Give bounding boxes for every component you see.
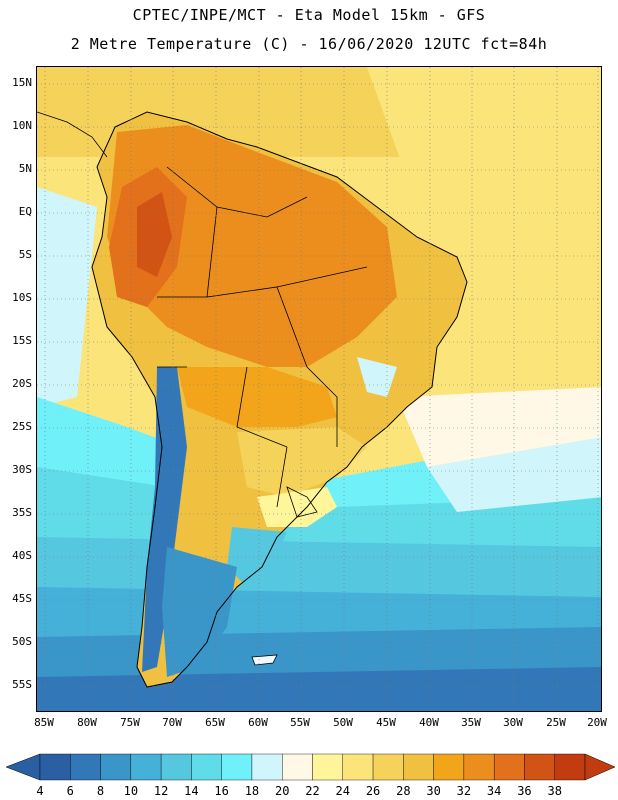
colorbar-tick-label: 26 (365, 784, 381, 798)
lon-label: 50W (333, 716, 353, 729)
colorbar-swatch (342, 753, 374, 781)
land-pampas (257, 487, 337, 527)
lat-label: 30S (12, 463, 32, 476)
colorbar-high-arrow (584, 753, 616, 781)
lon-label: 85W (34, 716, 54, 729)
land-hot-north (107, 125, 397, 367)
land-mild-south-brazil (237, 427, 367, 497)
colorbar-tick-label: 14 (184, 784, 199, 798)
lon-label: 65W (205, 716, 225, 729)
lat-label: 5N (18, 162, 32, 175)
land-andes-cold (142, 367, 187, 672)
lat-label: 10S (12, 291, 32, 304)
colorbar-tick-label: 4 (36, 784, 44, 798)
coastline (91, 111, 468, 688)
lon-label: 55W (290, 716, 310, 729)
uruguay-border (286, 486, 318, 518)
central-america-coast (37, 111, 108, 158)
colorbar-tick-label: 6 (66, 784, 74, 798)
colorbar-swatch (372, 753, 404, 781)
colorbar-tick-label: 38 (547, 784, 562, 798)
colorbar-tick-label: 22 (305, 784, 320, 798)
lat-label: 15S (12, 334, 32, 347)
lon-label: 70W (162, 716, 182, 729)
temperature-map (36, 66, 602, 712)
colorbar-swatch (251, 753, 283, 781)
lon-label: 75W (120, 716, 140, 729)
colorbar-swatch (70, 753, 101, 781)
colorbar-swatch (433, 753, 465, 781)
lon-label: 35W (461, 716, 481, 729)
lon-label: 45W (376, 716, 396, 729)
lat-label: 25S (12, 420, 32, 433)
lat-label: 35S (12, 506, 32, 519)
ocean-atlantic-band (367, 67, 601, 317)
colorbar-tick-label: 34 (486, 784, 502, 798)
lat-label: EQ (18, 205, 32, 218)
lat-label: 20S (12, 377, 32, 390)
colorbar-swatch (221, 753, 253, 781)
colorbar-tick-label: 30 (426, 784, 441, 798)
colorbar-swatch (39, 753, 71, 781)
colorbar-swatch (191, 753, 222, 781)
title-line-1: CPTEC/INPE/MCT - Eta Model 15km - GFS (132, 6, 486, 24)
colorbar-swatch (493, 753, 525, 781)
colorbar-tick-label: 18 (244, 784, 260, 798)
colorbar-tick-label: 28 (396, 784, 411, 798)
lon-label: 30W (503, 716, 523, 729)
falkland-islands (251, 654, 278, 666)
lon-label: 40W (419, 716, 439, 729)
colorbar (5, 753, 616, 781)
land-patagonia-south (162, 547, 237, 677)
lon-label: 20W (587, 716, 607, 729)
colorbar-tick-label: 16 (214, 784, 229, 798)
map-canvas (37, 67, 601, 711)
lat-label: 55S (12, 678, 32, 691)
lat-label: 50S (12, 635, 32, 648)
colorbar-tick-label: 24 (335, 784, 350, 798)
colorbar-low-arrow (5, 753, 41, 781)
colorbar-swatch (282, 753, 313, 781)
colorbar-tick-label: 12 (153, 784, 169, 798)
lat-label: 45S (12, 592, 32, 605)
lat-label: 5S (18, 248, 32, 261)
land-warm-central (177, 367, 337, 427)
colorbar-tick-label: 32 (456, 784, 472, 798)
lat-label: 15N (12, 76, 32, 89)
lon-label: 80W (77, 716, 97, 729)
ocean-south-band-6 (37, 667, 601, 711)
ocean-atlantic-cool-band (427, 437, 601, 512)
colorbar-swatch (130, 753, 162, 781)
ocean-pacific-band (37, 187, 97, 407)
colorbar-swatch (524, 753, 555, 781)
colorbar-tick-label: 10 (123, 784, 139, 798)
land-patagonia-north (227, 527, 287, 582)
colorbar-swatch (312, 753, 343, 781)
colorbar-swatch (554, 753, 586, 781)
ocean-atlantic-pale-band (397, 387, 601, 467)
colorbar-swatch (100, 753, 132, 781)
country-borders (157, 166, 368, 508)
lat-label: 40S (12, 549, 32, 562)
colorbar-swatch (160, 753, 192, 781)
colorbar-swatch (403, 753, 434, 781)
title-line-2: 2 Metre Temperature (C) - 16/06/2020 12U… (70, 35, 548, 53)
colorbar-tick-label: 20 (274, 784, 290, 798)
lon-label: 25W (546, 716, 566, 729)
lon-label: 60W (248, 716, 268, 729)
lat-label: 10N (12, 119, 32, 132)
colorbar-tick-label: 36 (517, 784, 532, 798)
colorbar-tick-label: 8 (96, 784, 105, 798)
colorbar-swatch (463, 753, 495, 781)
